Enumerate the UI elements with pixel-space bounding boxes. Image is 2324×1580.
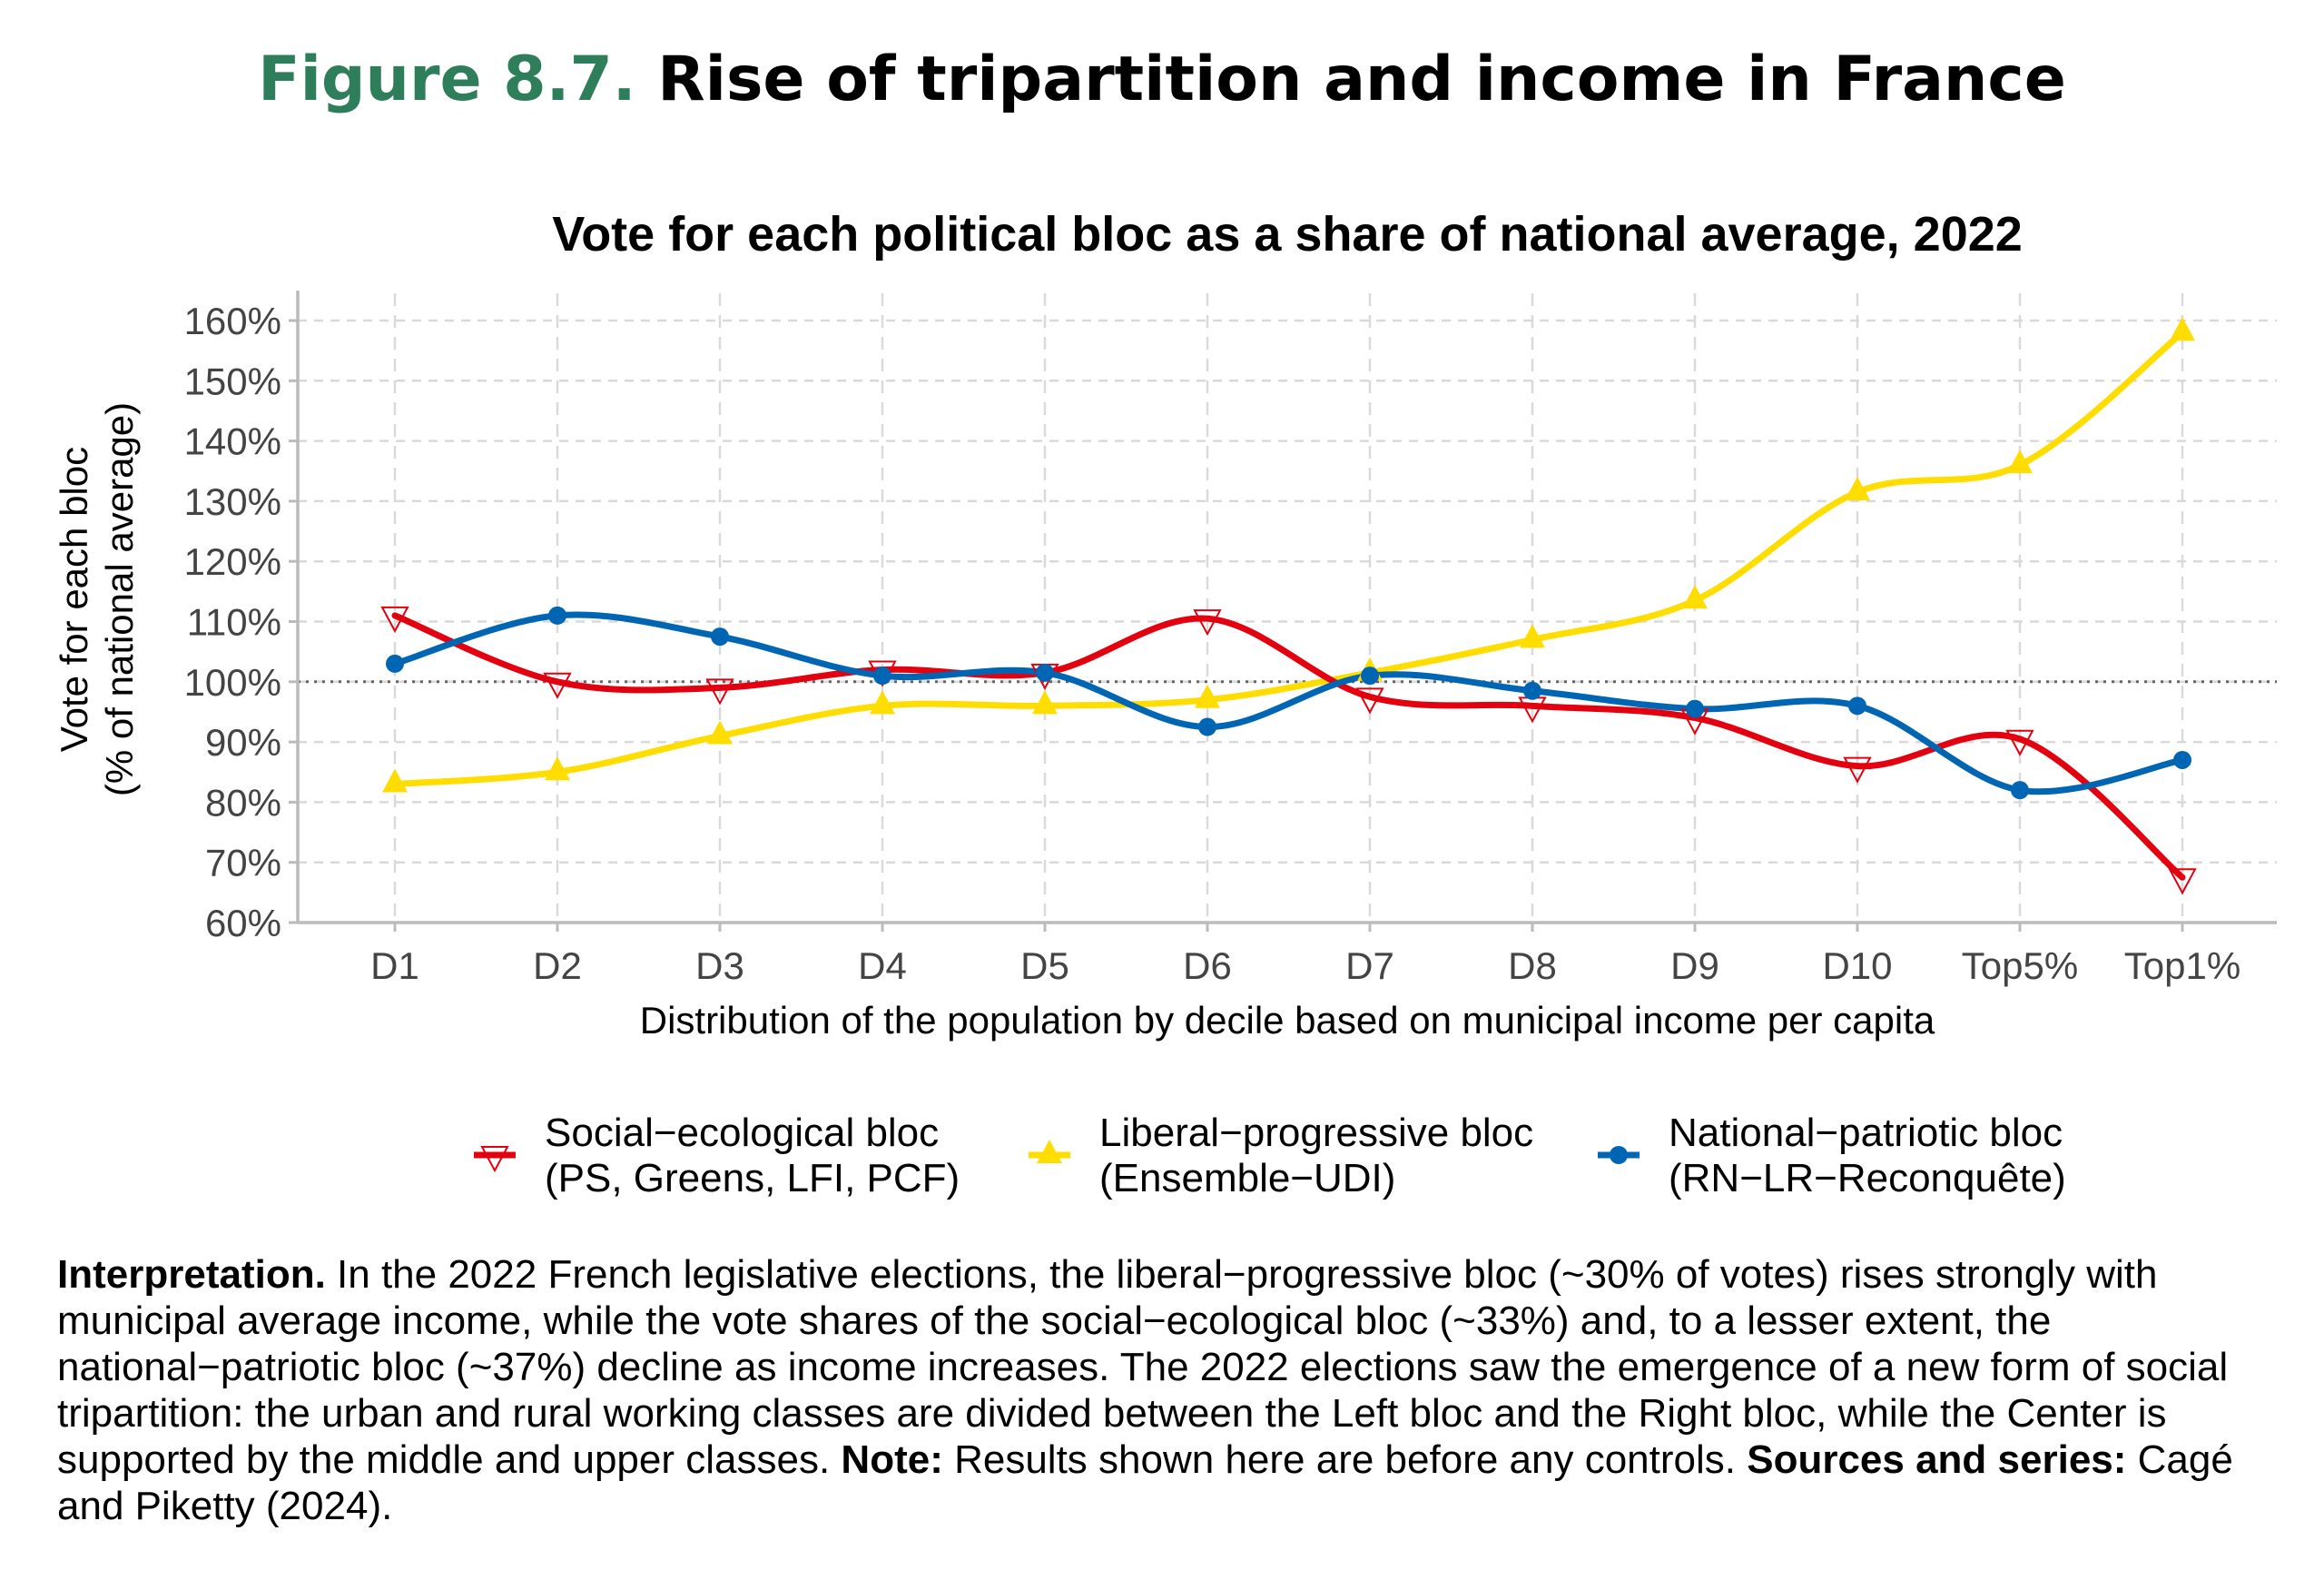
series-line-0: [391, 612, 2186, 881]
legend-label-0: Social−ecological bloc: [545, 1111, 939, 1155]
y-tick-label: 140%: [184, 420, 281, 463]
y-tick-label: 120%: [184, 540, 281, 583]
x-tick-label: D3: [695, 944, 744, 987]
series-line-2: [391, 611, 2186, 795]
data-point-1: [545, 756, 570, 781]
data-point-1: [382, 768, 408, 793]
data-point-0: [705, 678, 734, 706]
data-point-2: [1848, 696, 1866, 716]
y-axis-label-line2: (% of national average): [98, 402, 141, 796]
x-tick-label: D2: [533, 944, 582, 987]
x-tick-label: D1: [370, 944, 419, 987]
data-point-2: [873, 667, 891, 686]
y-tick-label: 80%: [205, 781, 281, 824]
data-point-0: [1843, 756, 1872, 784]
x-tick-label: Top1%: [2124, 944, 2240, 987]
data-point-0: [380, 606, 409, 633]
y-tick-label: 150%: [184, 360, 281, 402]
data-point-2: [1361, 667, 1379, 686]
data-point-2: [1198, 717, 1216, 736]
legend-marker-0: [480, 1146, 509, 1173]
data-point-1: [1520, 624, 1545, 648]
x-tick-label: D4: [858, 944, 907, 987]
interpretation-note: Interpretation. In the 2022 French legis…: [57, 1251, 2290, 1529]
data-point-1: [1195, 684, 1220, 708]
series-line-1: [391, 329, 2186, 788]
legend-sublabel-0: (PS, Greens, LFI, PCF): [545, 1156, 960, 1200]
legend-label-1: Liberal−progressive bloc: [1099, 1111, 1533, 1155]
interp-label: Interpretation.: [57, 1252, 326, 1297]
y-tick-label: 130%: [184, 480, 281, 523]
data-point-1: [1032, 690, 1058, 715]
data-point-2: [1036, 663, 1054, 682]
axes: 60% 70% 80% 90% 100% 110% 120% 130% 140% 150% 160%…: [184, 291, 2277, 987]
note-text: Results shown here are before any contro…: [942, 1437, 1748, 1482]
sources-label: Sources and series:: [1747, 1437, 2127, 1482]
y-axis-label: Vote for each bloc (% of national averag…: [53, 402, 141, 796]
legend-label-2: National−patriotic bloc: [1669, 1111, 2063, 1155]
series-group: [380, 317, 2197, 895]
data-point-2: [1686, 699, 1704, 718]
data-point-1: [1845, 476, 1870, 500]
line-chart: Vote for each political bloc as a share …: [53, 207, 2277, 1200]
y-axis-label-line1: Vote for each bloc: [53, 447, 95, 752]
data-point-2: [548, 606, 566, 625]
legend-sublabel-1: (Ensemble−UDI): [1099, 1156, 1395, 1200]
legend-marker-2: [1610, 1146, 1628, 1164]
data-point-2: [1523, 681, 1541, 700]
x-tick-label: D10: [1822, 944, 1892, 987]
data-point-0: [2168, 868, 2197, 895]
y-tick-label: 70%: [205, 842, 281, 884]
data-point-2: [2011, 781, 2029, 800]
x-tick-label: Top5%: [1962, 944, 2078, 987]
legend: Social−ecological bloc(PS, Greens, LFI, …: [474, 1111, 2066, 1200]
x-tick-label: D7: [1345, 944, 1394, 987]
sources-text: Cagé and Piketty (2024).: [57, 1437, 2233, 1528]
note-label: Note:: [841, 1437, 943, 1482]
data-point-1: [1682, 585, 1708, 609]
y-tick-label: 90%: [205, 721, 281, 764]
y-tick-label: 60%: [205, 902, 281, 944]
y-tick-label: 110%: [187, 601, 281, 644]
x-tick-label: D6: [1183, 944, 1232, 987]
figure-title-text: Rise of tripartition and income in Franc…: [657, 44, 2066, 115]
data-point-2: [711, 627, 729, 647]
data-point-2: [2173, 750, 2191, 769]
data-point-1: [870, 690, 895, 715]
x-tick-label: D8: [1508, 944, 1557, 987]
x-tick-label: D9: [1670, 944, 1719, 987]
y-tick-label: 100%: [184, 661, 281, 704]
data-point-0: [1355, 687, 1384, 715]
data-point-0: [1193, 609, 1222, 637]
x-axis-label: Distribution of the population by decile…: [640, 999, 1935, 1042]
data-point-1: [2007, 449, 2033, 474]
grid: [298, 293, 2277, 924]
x-tick-label: D5: [1020, 944, 1069, 987]
data-point-1: [2170, 317, 2195, 341]
data-point-0: [2005, 729, 2034, 756]
data-point-2: [386, 654, 404, 673]
chart-title: Vote for each political bloc as a share …: [552, 207, 2023, 262]
legend-sublabel-2: (RN−LR−Reconquête): [1669, 1156, 2066, 1200]
legend-marker-1: [1037, 1140, 1062, 1163]
data-point-1: [707, 720, 733, 745]
data-point-0: [543, 672, 572, 699]
interp-text: In the 2022 French legislative elections…: [57, 1252, 2229, 1482]
figure-title: Figure 8.7. Rise of tripartition and inc…: [0, 44, 2324, 115]
y-tick-label: 160%: [184, 300, 281, 342]
figure-number: Figure 8.7.: [258, 44, 636, 115]
